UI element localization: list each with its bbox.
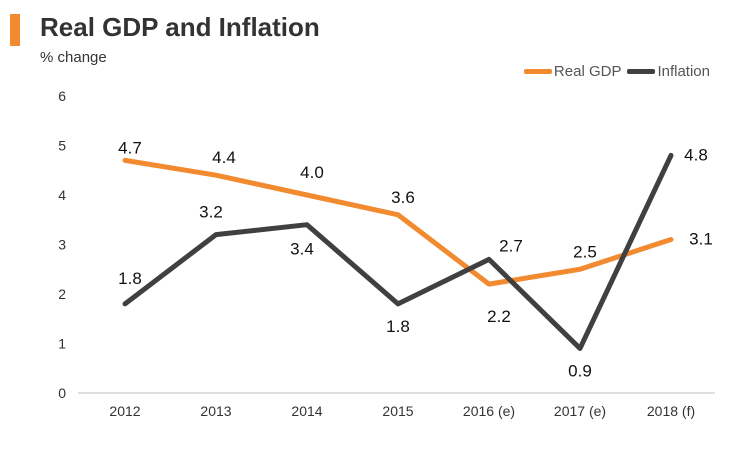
- data-label-real-gdp: 3.1: [689, 230, 713, 249]
- x-tick-label: 2018 (f): [647, 403, 695, 419]
- series-line-real-gdp: [122, 157, 674, 287]
- data-label-real-gdp: 2.2: [487, 307, 511, 326]
- legend-swatch-real-gdp: [523, 69, 552, 74]
- x-tick-label: 2015: [382, 403, 413, 419]
- x-tick-label: 2016 (e): [463, 403, 515, 419]
- legend-item-inflation: Inflation: [627, 63, 710, 80]
- legend-swatch-inflation: [627, 69, 656, 74]
- chart-title: Real GDP and Inflation: [40, 12, 320, 42]
- y-tick-label: 1: [58, 336, 66, 352]
- data-label-inflation: 1.8: [386, 317, 410, 336]
- x-tick-label: 2013: [200, 403, 231, 419]
- data-label-inflation: 0.9: [568, 361, 592, 380]
- y-tick-label: 3: [58, 237, 66, 253]
- data-label-inflation: 3.4: [290, 240, 314, 259]
- legend-label-inflation: Inflation: [657, 63, 710, 80]
- x-tick-label: 2014: [291, 403, 322, 419]
- y-tick-label: 2: [58, 286, 66, 302]
- x-tick-label: 2012: [109, 403, 140, 419]
- y-tick-label: 5: [58, 138, 66, 154]
- y-tick-label: 4: [58, 187, 66, 203]
- data-label-real-gdp: 3.6: [391, 188, 415, 207]
- data-label-real-gdp: 2.5: [573, 242, 597, 261]
- data-label-inflation: 4.8: [684, 145, 708, 164]
- y-tick-label: 6: [58, 88, 66, 104]
- data-label-real-gdp: 4.4: [212, 148, 236, 167]
- data-label-real-gdp: 4.7: [118, 138, 142, 157]
- data-label-inflation: 1.8: [118, 269, 142, 288]
- x-tick-label: 2017 (e): [554, 403, 606, 419]
- data-label-inflation: 3.2: [199, 203, 223, 222]
- legend-label-real-gdp: Real GDP: [553, 63, 622, 80]
- y-axis-unit-label: % change: [40, 49, 107, 66]
- title-accent-bar: [10, 14, 20, 46]
- data-label-real-gdp: 4.0: [300, 163, 324, 182]
- y-tick-label: 0: [58, 385, 66, 401]
- legend: Real GDP Inflation: [518, 63, 710, 80]
- data-label-inflation: 2.7: [499, 236, 523, 255]
- series-line-inflation: [122, 152, 674, 351]
- legend-item-real-gdp: Real GDP: [523, 63, 622, 80]
